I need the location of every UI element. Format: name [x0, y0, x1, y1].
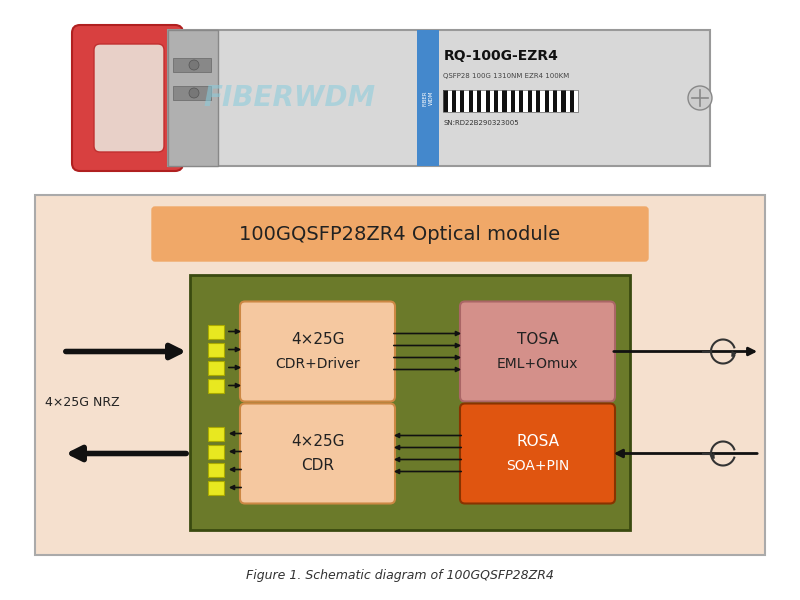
- Text: SOA+PIN: SOA+PIN: [506, 458, 569, 473]
- FancyBboxPatch shape: [190, 275, 630, 530]
- Bar: [208, 463, 224, 476]
- Text: CDR+Driver: CDR+Driver: [275, 356, 360, 370]
- Bar: [502, 90, 506, 112]
- Bar: [511, 90, 515, 112]
- Bar: [443, 90, 578, 112]
- Text: RQ-100G-EZR4: RQ-100G-EZR4: [443, 49, 558, 63]
- Bar: [519, 90, 523, 112]
- Text: ROSA: ROSA: [516, 434, 559, 449]
- Bar: [473, 90, 481, 112]
- Bar: [498, 90, 502, 112]
- Bar: [469, 90, 473, 112]
- Circle shape: [688, 86, 712, 110]
- Bar: [208, 343, 224, 356]
- FancyBboxPatch shape: [35, 195, 765, 555]
- Bar: [506, 90, 511, 112]
- Bar: [208, 445, 224, 458]
- FancyBboxPatch shape: [94, 44, 164, 152]
- Text: TOSA: TOSA: [517, 332, 558, 347]
- Text: 4×25G: 4×25G: [290, 434, 344, 449]
- Text: EML+Omux: EML+Omux: [497, 356, 578, 370]
- Bar: [208, 481, 224, 494]
- Text: QSFP28 100G 1310NM EZR4 100KM: QSFP28 100G 1310NM EZR4 100KM: [443, 73, 570, 79]
- FancyBboxPatch shape: [240, 301, 395, 401]
- Bar: [418, 30, 439, 166]
- Bar: [168, 30, 218, 166]
- Bar: [460, 90, 465, 112]
- FancyBboxPatch shape: [240, 403, 395, 503]
- Text: 100GQSFP28ZR4 Optical module: 100GQSFP28ZR4 Optical module: [239, 224, 561, 244]
- Text: SN:RD22B290323005: SN:RD22B290323005: [443, 120, 519, 126]
- Bar: [477, 90, 482, 112]
- Bar: [566, 90, 570, 112]
- FancyBboxPatch shape: [168, 30, 710, 166]
- Bar: [208, 361, 224, 374]
- Bar: [443, 90, 447, 112]
- Bar: [208, 379, 224, 392]
- Text: Figure 1. Schematic diagram of 100GQSFP28ZR4: Figure 1. Schematic diagram of 100GQSFP2…: [246, 569, 554, 581]
- Bar: [482, 90, 486, 112]
- Bar: [562, 90, 566, 112]
- Bar: [494, 90, 502, 112]
- Bar: [574, 90, 578, 112]
- Text: CDR: CDR: [301, 458, 334, 473]
- FancyBboxPatch shape: [460, 301, 615, 401]
- Circle shape: [189, 88, 199, 98]
- FancyBboxPatch shape: [460, 403, 615, 503]
- Bar: [528, 90, 532, 112]
- Circle shape: [189, 60, 199, 70]
- Bar: [532, 90, 536, 112]
- Bar: [173, 58, 211, 72]
- Bar: [447, 90, 452, 112]
- Text: FIBER
WDM: FIBER WDM: [423, 90, 434, 106]
- Bar: [536, 90, 544, 112]
- Bar: [452, 90, 459, 112]
- Bar: [465, 90, 469, 112]
- Bar: [173, 86, 211, 100]
- Bar: [540, 90, 545, 112]
- Text: 4×25G NRZ: 4×25G NRZ: [45, 396, 120, 409]
- Bar: [490, 90, 494, 112]
- Bar: [545, 90, 549, 112]
- Bar: [549, 90, 553, 112]
- Bar: [208, 325, 224, 338]
- Text: 4×25G: 4×25G: [290, 332, 344, 347]
- Bar: [208, 427, 224, 440]
- FancyBboxPatch shape: [72, 25, 183, 171]
- Bar: [553, 90, 558, 112]
- Bar: [523, 90, 528, 112]
- Bar: [570, 90, 574, 112]
- FancyBboxPatch shape: [152, 207, 648, 261]
- Text: FIBERWDM: FIBERWDM: [204, 84, 376, 112]
- Bar: [456, 90, 460, 112]
- Bar: [486, 90, 490, 112]
- Bar: [558, 90, 565, 112]
- Bar: [515, 90, 522, 112]
